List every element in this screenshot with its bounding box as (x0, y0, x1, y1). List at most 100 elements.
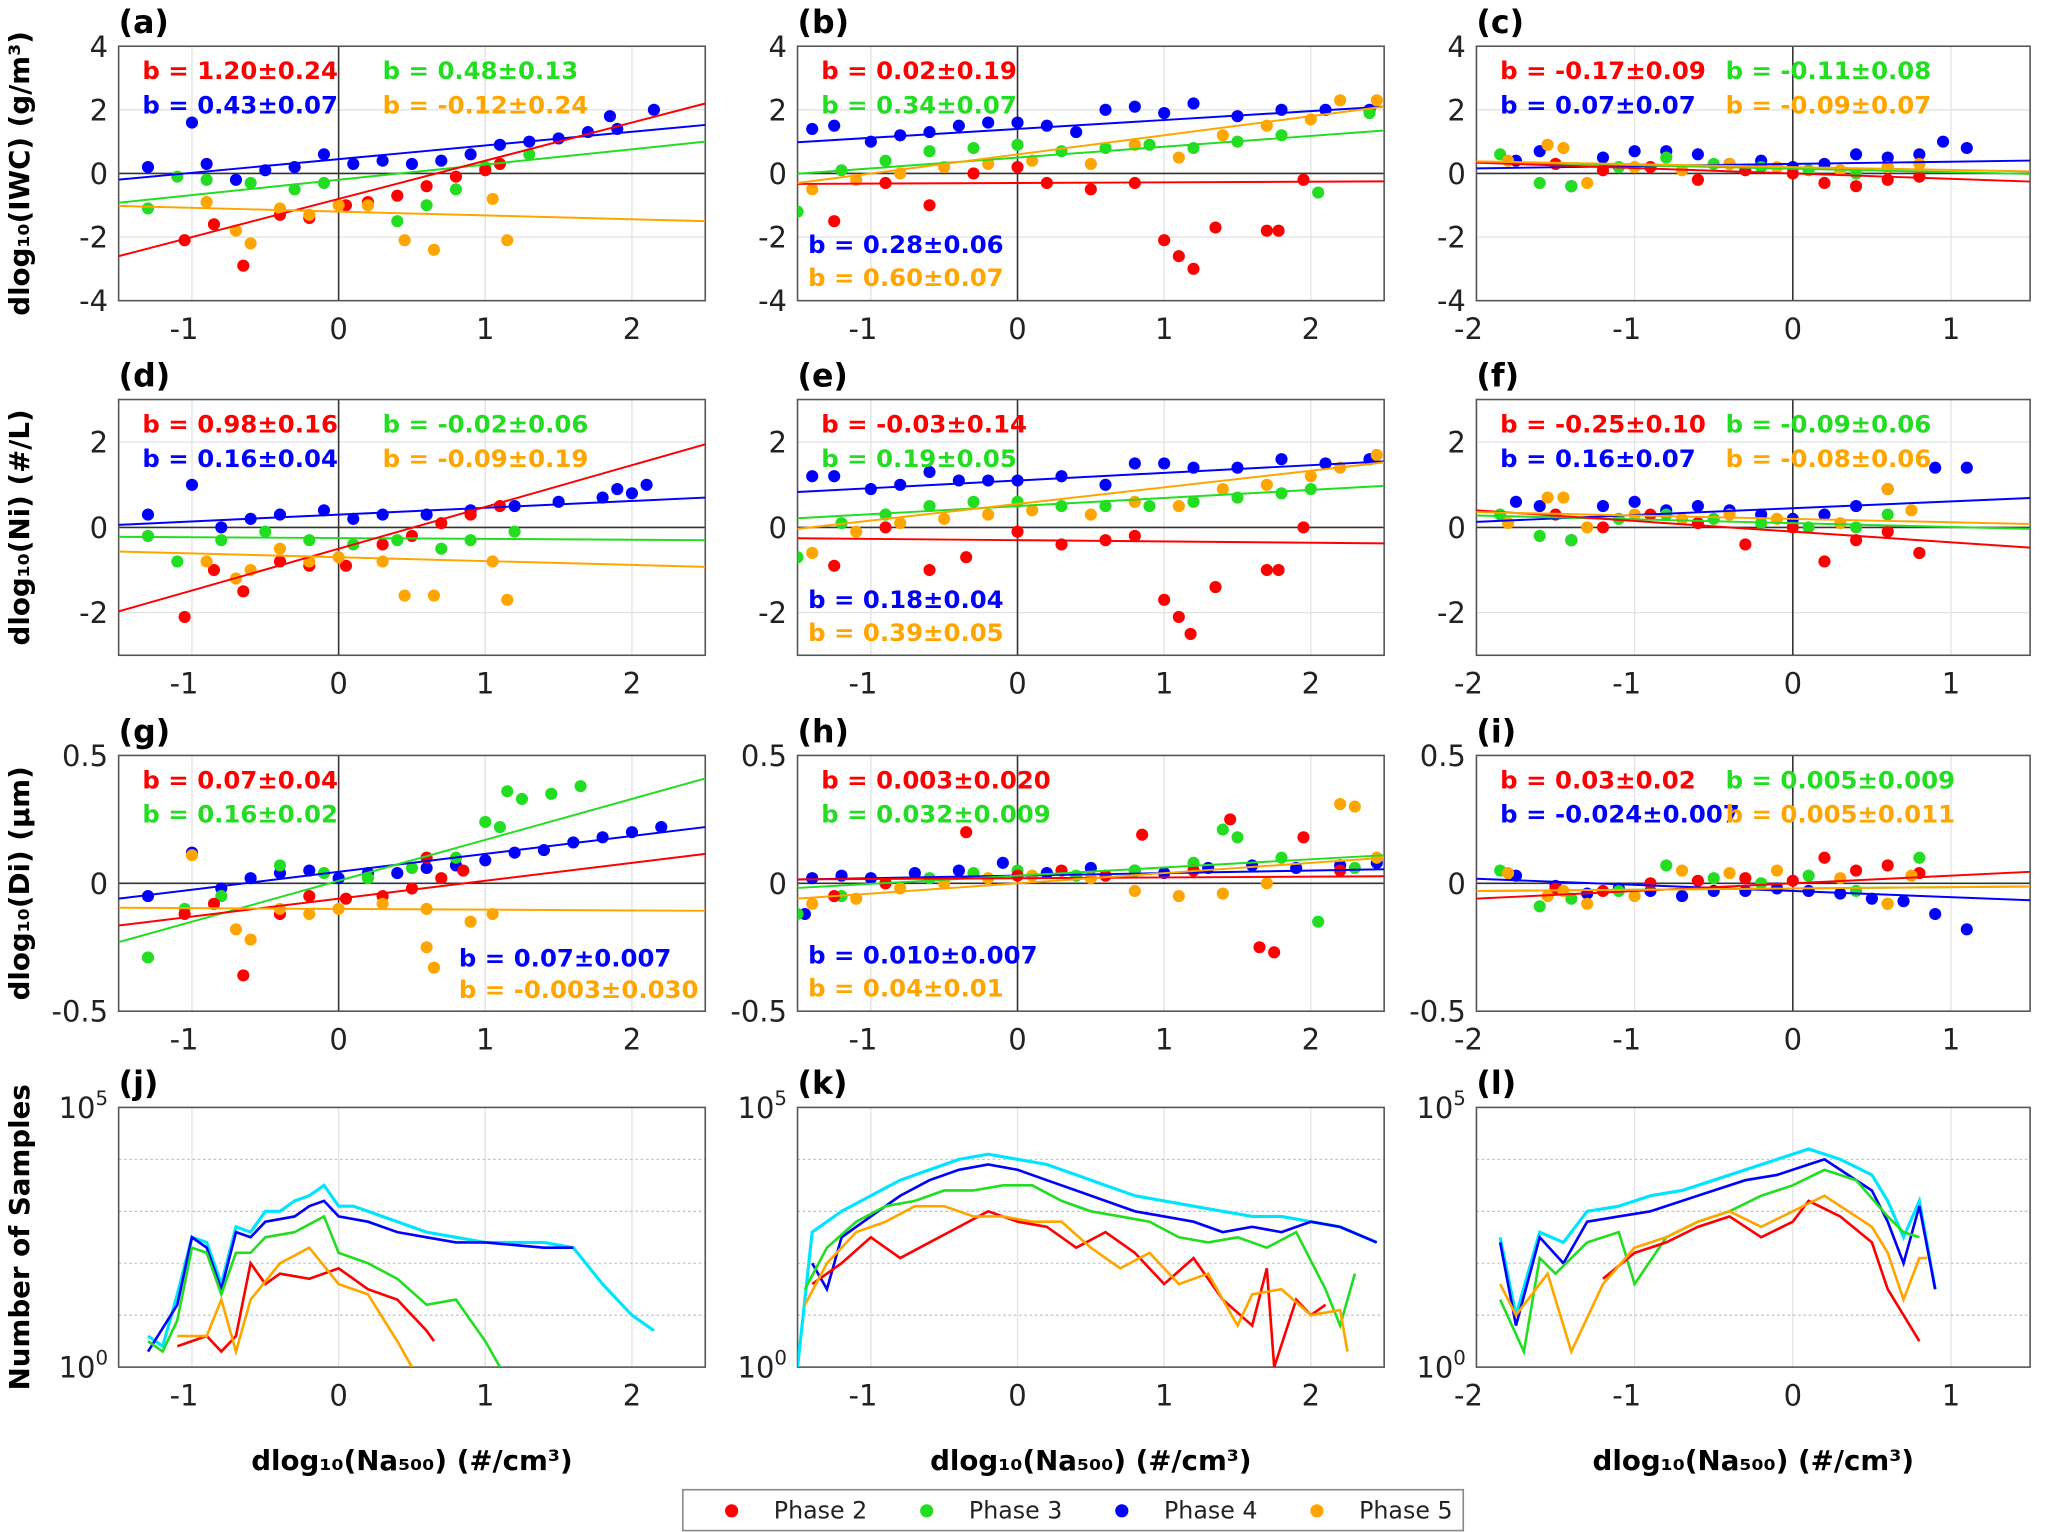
data-point-phase-5 (1834, 872, 1847, 885)
data-point-phase-4 (376, 508, 389, 521)
data-point-phase-2 (420, 180, 433, 193)
y-tick-label: -4 (1437, 284, 1466, 318)
data-point-phase-4 (303, 864, 316, 877)
panel-label: (k) (798, 1066, 848, 1102)
series-layer (118, 102, 706, 272)
x-tick-label: 0 (1008, 1378, 1026, 1412)
data-point-phase-3 (420, 199, 433, 212)
data-point-phase-5 (200, 196, 213, 209)
data-point-phase-3 (171, 170, 184, 183)
series-line-phase-2 (811, 1209, 1327, 1368)
y-tick-base: 10 (738, 1351, 775, 1385)
x-tick-label: 1 (476, 1022, 494, 1056)
data-point-phase-5 (420, 941, 433, 954)
series-line-phase-2 (1602, 1199, 1921, 1342)
data-point-phase-3 (200, 173, 213, 186)
x-tick-label: 1 (1942, 1022, 1960, 1056)
data-point-phase-3 (1565, 892, 1578, 905)
data-point-phase-2 (1172, 610, 1185, 623)
x-tick-label: -2 (1454, 1022, 1483, 1056)
slope-annotation: b = -0.024±0.007 (1500, 800, 1740, 829)
y-axis-label: dlog₁₀(Ni) (#/L) (3, 409, 36, 645)
y-tick-label: 2 (769, 93, 787, 127)
data-point-phase-5 (1172, 151, 1185, 164)
data-point-phase-2 (405, 529, 419, 542)
data-point-phase-5 (1913, 157, 1926, 170)
data-point-phase-3 (288, 183, 301, 196)
data-point-phase-3 (501, 785, 514, 798)
x-tick-label: 0 (1784, 1022, 1802, 1056)
data-point-phase-2 (1297, 521, 1310, 534)
x-tick-label: 0 (1008, 312, 1026, 346)
data-point-phase-5 (806, 183, 819, 196)
data-point-phase-4 (1099, 103, 1112, 116)
data-point-phase-4 (1128, 100, 1141, 113)
axes-box (117, 45, 707, 302)
data-point-phase-5 (200, 555, 213, 568)
data-point-phase-2 (1818, 851, 1831, 864)
data-point-phase-3 (1913, 851, 1926, 864)
panel-f: -2 -1 0 1 -2 0 2 (f) b = -0.25±0.10 b = 0.16±0.07… (1437, 358, 2031, 700)
y-tick-label: -2 (758, 221, 787, 255)
data-point-phase-4 (996, 856, 1009, 869)
x-tick-label: 2 (1302, 1378, 1320, 1412)
y-tick-label: 2 (90, 426, 108, 460)
data-point-phase-2 (1158, 593, 1171, 606)
data-point-phase-4 (952, 119, 965, 132)
x-axis-label: dlog₁₀(Na₅₀₀) (#/cm³) (251, 1444, 572, 1477)
data-point-phase-5 (1304, 470, 1317, 483)
data-point-phase-4 (1628, 145, 1641, 158)
data-point-phase-3 (1660, 859, 1673, 872)
y-tick-label: 0 (769, 511, 787, 545)
data-point-phase-2 (1596, 521, 1610, 534)
series-layer (797, 797, 1385, 959)
data-point-phase-5 (1502, 867, 1515, 880)
data-point-phase-2 (1297, 831, 1310, 844)
x-tick-label: -2 (1454, 1378, 1483, 1412)
x-tick-label: 0 (1784, 666, 1802, 700)
data-point-phase-5 (501, 234, 514, 247)
data-point-phase-5 (1881, 897, 1894, 910)
data-point-phase-5 (1581, 521, 1594, 534)
data-point-phase-4 (464, 148, 477, 161)
data-point-phase-2 (237, 969, 250, 982)
data-point-phase-4 (141, 890, 155, 903)
data-point-phase-2 (1011, 161, 1024, 174)
x-tick-label: -1 (848, 1378, 877, 1412)
x-tick-label: 2 (623, 666, 641, 700)
slope-annotation: b = 1.20±0.24 (142, 56, 338, 85)
y-axis-label: dlog₁₀(Di) (μm) (3, 766, 36, 1000)
x-tick-label: -1 (170, 312, 199, 346)
data-point-phase-2 (1739, 872, 1752, 885)
y-axis-labels: dlog₁₀(IWC) (g/m³) dlog₁₀(Ni) (#/L) dlog₁₀… (3, 31, 36, 1390)
y-tick-label: 0 (1447, 511, 1465, 545)
data-point-phase-2 (479, 164, 492, 177)
x-tick-label: -1 (1612, 312, 1641, 346)
x-tick-label: -1 (848, 312, 877, 346)
data-point-phase-3 (405, 861, 419, 875)
slope-annotation: b = 0.07±0.07 (1500, 90, 1696, 119)
data-point-phase-2 (1136, 828, 1149, 841)
x-tick-label: 0 (1008, 666, 1026, 700)
data-point-phase-3 (508, 525, 521, 538)
slope-annotation: b = -0.11±0.08 (1726, 56, 1932, 85)
x-tick-label: 2 (1302, 666, 1320, 700)
axes-box (1475, 1106, 2031, 1368)
data-point-phase-5 (501, 593, 514, 606)
data-point-phase-3 (244, 176, 257, 190)
data-point-phase-2 (828, 215, 841, 228)
legend: Phase 2 Phase 3 Phase 4 Phase 5 (682, 1488, 1465, 1532)
data-point-phase-4 (479, 854, 492, 867)
y-tick-label: 0.5 (741, 739, 787, 773)
legend-marker-phase-4 (1115, 1504, 1129, 1518)
series-layer (1476, 135, 2031, 193)
data-point-phase-3 (1143, 500, 1156, 513)
x-tick-label: 2 (623, 1378, 641, 1412)
y-tick-label: -0.5 (52, 995, 109, 1029)
legend-label: Phase 5 (1359, 1497, 1452, 1525)
data-point-phase-4 (420, 861, 433, 875)
data-point-phase-2 (828, 559, 841, 572)
data-point-phase-5 (1581, 897, 1594, 910)
data-point-phase-5 (303, 907, 316, 921)
